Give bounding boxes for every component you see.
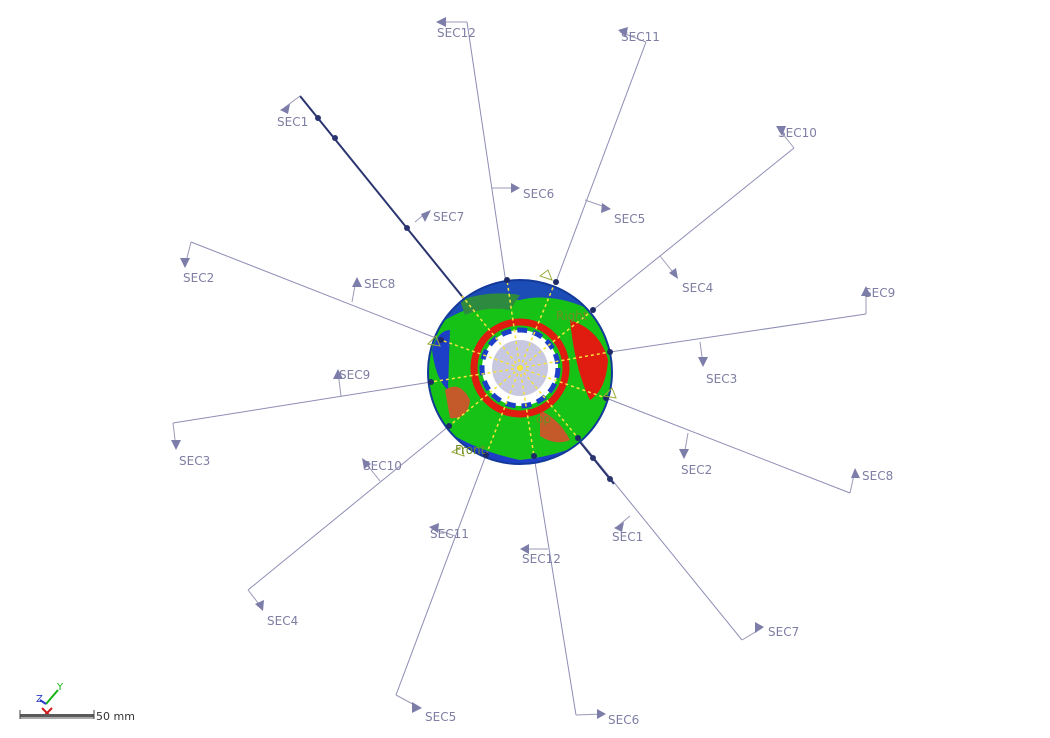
view-orientation-labels: Front op Right [455, 309, 588, 457]
y-axis-label: Y [56, 682, 64, 693]
section-label: SEC4 [267, 614, 298, 628]
section-label: SEC4 [682, 281, 713, 295]
section-marker-sec2-left[interactable]: SEC2 [180, 241, 214, 285]
section-marker-sec5-inner[interactable]: SEC5 [584, 199, 645, 226]
section-marker-sec11-inner[interactable]: SEC11 [429, 523, 469, 541]
section-label: SEC5 [614, 212, 645, 226]
section-marker-sec1-top[interactable]: SEC1 [277, 95, 308, 129]
section-label: SEC11 [621, 30, 660, 44]
section-label: SEC9 [864, 286, 895, 300]
view-label-top: op [536, 412, 551, 426]
section-marker-sec3-inner[interactable]: SEC3 [698, 341, 737, 386]
section-plane-3[interactable] [172, 381, 432, 424]
section-label: SEC8 [364, 277, 395, 291]
section-marker-sec9-inner[interactable]: SEC9 [333, 368, 370, 397]
section-marker-sec12-top[interactable]: SEC12 [436, 17, 476, 40]
section-label: SEC12 [522, 552, 561, 566]
section-marker-sec1-inner[interactable]: SEC1 [612, 515, 643, 544]
view-label-right: Right [556, 309, 588, 323]
section-marker-sec4-left[interactable]: SEC4 [247, 589, 298, 628]
section-label: SEC9 [339, 368, 370, 382]
section-plane-9[interactable] [609, 313, 867, 353]
section-plane-4[interactable] [247, 425, 450, 591]
section-label: SEC1 [277, 115, 308, 129]
y-axis-icon [45, 689, 59, 705]
section-plane-6[interactable] [533, 455, 577, 716]
section-marker-sec7-bottom[interactable]: SEC7 [741, 622, 799, 641]
section-marker-sec9-right[interactable]: SEC9 [861, 286, 895, 314]
section-label: SEC11 [430, 527, 469, 541]
section-marker-sec10-right[interactable]: SEC10 [776, 126, 817, 149]
selected-plane-handles[interactable] [315, 115, 613, 482]
z-axis-label: Z [36, 694, 43, 705]
scale-bar: 50 mm [19, 710, 135, 723]
section-label: SEC12 [437, 26, 476, 40]
section-plane-11[interactable] [555, 41, 647, 283]
section-label: SEC2 [183, 271, 214, 285]
section-plane-8[interactable] [605, 397, 851, 494]
section-plane-10[interactable] [592, 147, 795, 311]
section-plane-12[interactable] [466, 21, 508, 291]
contour-sphere-model[interactable] [426, 269, 620, 470]
section-label: SEC10 [363, 459, 402, 473]
section-marker-sec6-bottom[interactable]: SEC6 [575, 709, 639, 727]
section-label: SEC5 [425, 710, 456, 724]
section-marker-sec12-inner[interactable]: SEC12 [520, 544, 561, 566]
section-marker-sec8-inner[interactable]: SEC8 [351, 277, 395, 303]
section-label: SEC6 [608, 713, 639, 727]
section-marker-sec10-inner[interactable]: SEC10 [362, 458, 402, 482]
section-label: SEC1 [612, 530, 643, 544]
section-plane-7[interactable] [577, 437, 743, 641]
section-marker-sec5-bottom[interactable]: SEC5 [395, 694, 456, 724]
section-label: SEC8 [862, 469, 893, 483]
section-plane-5[interactable] [395, 454, 487, 696]
z-axis-icon [39, 699, 47, 705]
section-marker-sec11-top[interactable]: SEC11 [618, 27, 660, 44]
section-label: SEC6 [523, 187, 554, 201]
section-label: SEC10 [778, 126, 817, 140]
section-marker-sec7-inner[interactable]: SEC7 [414, 210, 464, 224]
section-marker-sec8-right[interactable]: SEC8 [849, 468, 893, 494]
section-label: SEC3 [179, 454, 210, 468]
section-label: SEC7 [768, 625, 799, 639]
coordinate-triad: Y Z [36, 682, 64, 719]
section-marker-sec4-inner[interactable]: SEC4 [659, 255, 713, 295]
scale-bar-label: 50 mm [96, 710, 135, 723]
section-plane-2[interactable] [190, 241, 442, 341]
section-marker-sec2-inner[interactable]: SEC2 [679, 432, 712, 477]
section-label: SEC7 [433, 210, 464, 224]
section-label: SEC3 [706, 372, 737, 386]
section-label: SEC2 [681, 463, 712, 477]
view-label-front: Front [455, 443, 486, 457]
section-marker-sec6-inner[interactable]: SEC6 [492, 183, 554, 201]
section-marker-sec3-left[interactable]: SEC3 [171, 422, 210, 468]
section-markers: SEC12 SEC11 SEC10 SEC9 SEC8 [171, 17, 895, 727]
